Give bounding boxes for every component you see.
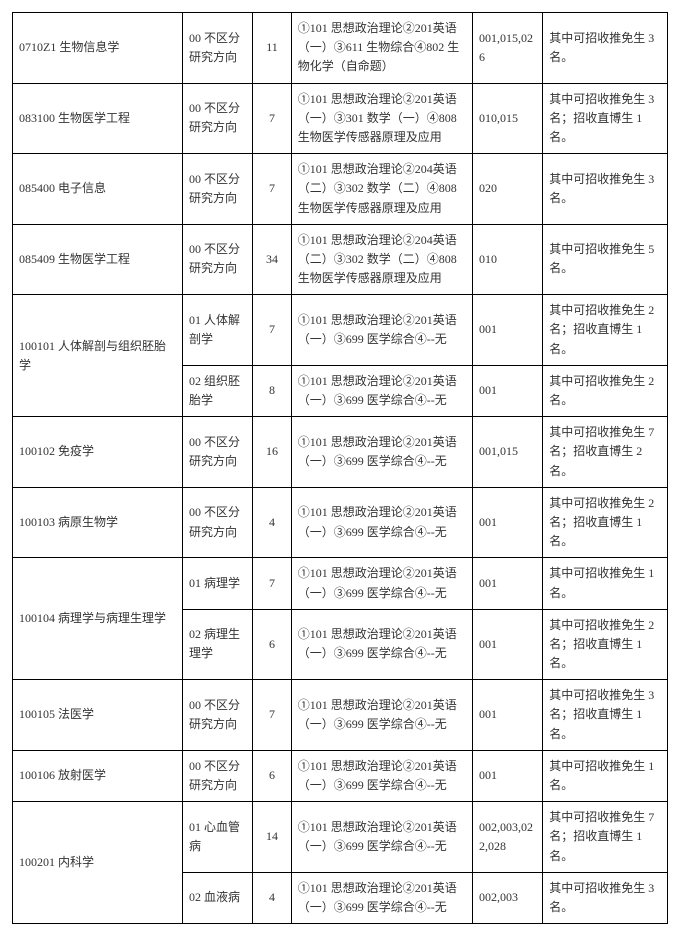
quota-cell: 11 [253,13,292,84]
quota-cell: 6 [253,750,292,801]
ref-code-cell: 001 [473,295,543,366]
program-code-cell: 100201 内科学 [13,802,183,924]
ref-code-cell: 001 [473,680,543,751]
exam-subjects-cell: ①101 思想政治理论②201英语（一）③699 医学综合④--无 [291,487,472,558]
direction-cell: 01 心血管病 [182,802,252,873]
program-code-cell: 100104 病理学与病理生理学 [13,558,183,680]
exam-subjects-cell: ①101 思想政治理论②201英语（一）③699 医学综合④--无 [291,750,472,801]
exam-subjects-cell: ①101 思想政治理论②201英语（一）③699 医学综合④--无 [291,680,472,751]
quota-cell: 6 [253,609,292,680]
exam-subjects-cell: ①101 思想政治理论②201英语（一）③699 医学综合④--无 [291,872,472,923]
note-cell: 其中可招收推免生 7 名；招收直博生 1 名。 [543,802,668,873]
note-cell: 其中可招收推免生 3 名。 [543,872,668,923]
note-cell: 其中可招收推免生 2 名；招收直博生 1 名。 [543,487,668,558]
note-cell: 其中可招收推免生 2 名。 [543,365,668,416]
note-cell: 其中可招收推免生 3 名。 [543,13,668,84]
program-table: 0710Z1 生物信息学00 不区分研究方向11①101 思想政治理论②201英… [12,12,668,924]
program-code-cell: 0710Z1 生物信息学 [13,13,183,84]
ref-code-cell: 001 [473,609,543,680]
quota-cell: 7 [253,680,292,751]
note-cell: 其中可招收推免生 2 名；招收直博生 1 名。 [543,609,668,680]
exam-subjects-cell: ①101 思想政治理论②201英语（一）③699 医学综合④--无 [291,609,472,680]
direction-cell: 00 不区分研究方向 [182,13,252,84]
program-code-cell: 100103 病原生物学 [13,487,183,558]
quota-cell: 7 [253,558,292,609]
direction-cell: 01 人体解剖学 [182,295,252,366]
ref-code-cell: 001 [473,750,543,801]
program-code-cell: 100101 人体解剖与组织胚胎学 [13,295,183,417]
quota-cell: 7 [253,154,292,225]
quota-cell: 16 [253,417,292,488]
direction-cell: 00 不区分研究方向 [182,750,252,801]
exam-subjects-cell: ①101 思想政治理论②204英语（二）③302 数学（二）④808 生物医学传… [291,154,472,225]
program-code-cell: 083100 生物医学工程 [13,83,183,154]
direction-cell: 00 不区分研究方向 [182,417,252,488]
direction-cell: 00 不区分研究方向 [182,154,252,225]
note-cell: 其中可招收推免生 3 名；招收直博生 1 名。 [543,83,668,154]
exam-subjects-cell: ①101 思想政治理论②201英语（一）③699 医学综合④--无 [291,558,472,609]
ref-code-cell: 001 [473,365,543,416]
quota-cell: 4 [253,487,292,558]
quota-cell: 14 [253,802,292,873]
note-cell: 其中可招收推免生 3 名。 [543,154,668,225]
note-cell: 其中可招收推免生 5 名。 [543,224,668,295]
direction-cell: 00 不区分研究方向 [182,487,252,558]
ref-code-cell: 020 [473,154,543,225]
ref-code-cell: 001,015,026 [473,13,543,84]
table-row: 100105 法医学00 不区分研究方向7①101 思想政治理论②201英语（一… [13,680,668,751]
quota-cell: 7 [253,295,292,366]
note-cell: 其中可招收推免生 1 名。 [543,750,668,801]
direction-cell: 02 血液病 [182,872,252,923]
ref-code-cell: 001,015 [473,417,543,488]
note-cell: 其中可招收推免生 7 名；招收直博生 2 名。 [543,417,668,488]
exam-subjects-cell: ①101 思想政治理论②201英语（一）③611 生物综合④802 生物化学（自… [291,13,472,84]
table-row: 0710Z1 生物信息学00 不区分研究方向11①101 思想政治理论②201英… [13,13,668,84]
exam-subjects-cell: ①101 思想政治理论②201英语（一）③699 医学综合④--无 [291,365,472,416]
table-row: 100103 病原生物学00 不区分研究方向4①101 思想政治理论②201英语… [13,487,668,558]
program-code-cell: 100102 免疫学 [13,417,183,488]
direction-cell: 00 不区分研究方向 [182,680,252,751]
program-code-cell: 085409 生物医学工程 [13,224,183,295]
ref-code-cell: 001 [473,487,543,558]
table-row: 100101 人体解剖与组织胚胎学01 人体解剖学7①101 思想政治理论②20… [13,295,668,366]
direction-cell: 02 组织胚胎学 [182,365,252,416]
program-code-cell: 085400 电子信息 [13,154,183,225]
quota-cell: 34 [253,224,292,295]
note-cell: 其中可招收推免生 2 名；招收直博生 1 名。 [543,295,668,366]
table-row: 100201 内科学01 心血管病14①101 思想政治理论②201英语（一）③… [13,802,668,873]
ref-code-cell: 002,003 [473,872,543,923]
ref-code-cell: 010 [473,224,543,295]
table-row: 100102 免疫学00 不区分研究方向16①101 思想政治理论②201英语（… [13,417,668,488]
note-cell: 其中可招收推免生 3 名；招收直博生 1 名。 [543,680,668,751]
table-row: 085409 生物医学工程00 不区分研究方向34①101 思想政治理论②204… [13,224,668,295]
quota-cell: 4 [253,872,292,923]
quota-cell: 7 [253,83,292,154]
exam-subjects-cell: ①101 思想政治理论②201英语（一）③699 医学综合④--无 [291,802,472,873]
exam-subjects-cell: ①101 思想政治理论②201英语（一）③699 医学综合④--无 [291,295,472,366]
direction-cell: 01 病理学 [182,558,252,609]
table-row: 085400 电子信息00 不区分研究方向7①101 思想政治理论②204英语（… [13,154,668,225]
program-table-body: 0710Z1 生物信息学00 不区分研究方向11①101 思想政治理论②201英… [13,13,668,924]
program-code-cell: 100105 法医学 [13,680,183,751]
note-cell: 其中可招收推免生 1 名。 [543,558,668,609]
ref-code-cell: 002,003,022,028 [473,802,543,873]
direction-cell: 02 病理生理学 [182,609,252,680]
exam-subjects-cell: ①101 思想政治理论②204英语（二）③302 数学（二）④808 生物医学传… [291,224,472,295]
direction-cell: 00 不区分研究方向 [182,224,252,295]
program-code-cell: 100106 放射医学 [13,750,183,801]
exam-subjects-cell: ①101 思想政治理论②201英语（一）③301 数学（一）④808 生物医学传… [291,83,472,154]
ref-code-cell: 001 [473,558,543,609]
table-row: 100106 放射医学00 不区分研究方向6①101 思想政治理论②201英语（… [13,750,668,801]
exam-subjects-cell: ①101 思想政治理论②201英语（一）③699 医学综合④--无 [291,417,472,488]
ref-code-cell: 010,015 [473,83,543,154]
table-row: 083100 生物医学工程00 不区分研究方向7①101 思想政治理论②201英… [13,83,668,154]
quota-cell: 8 [253,365,292,416]
direction-cell: 00 不区分研究方向 [182,83,252,154]
table-row: 100104 病理学与病理生理学01 病理学7①101 思想政治理论②201英语… [13,558,668,609]
